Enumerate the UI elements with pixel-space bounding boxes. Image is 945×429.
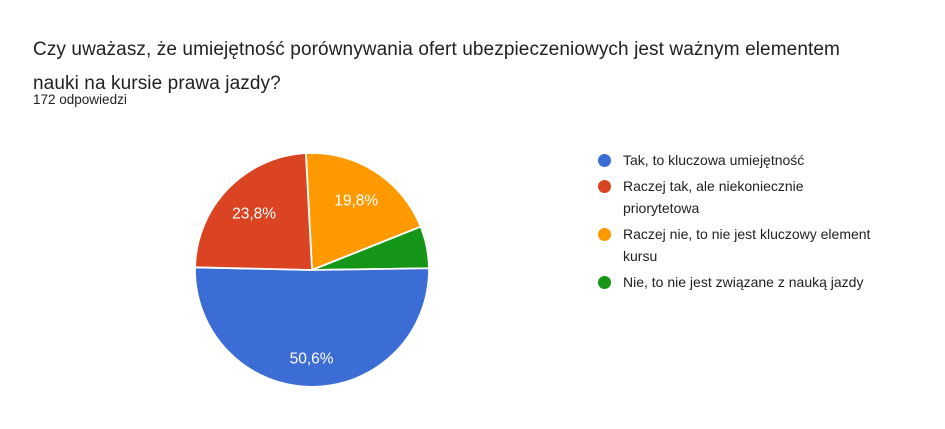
legend-label-line: kursu xyxy=(623,248,658,264)
legend-color-dot xyxy=(598,227,611,241)
legend-label: Nie, to nie jest związane z nauką jazdy xyxy=(623,271,863,293)
pie-slice-label: 23,8% xyxy=(232,205,276,222)
question-title-line-1: Czy uważasz, że umiejętność porównywania… xyxy=(33,39,840,60)
legend-color-dot xyxy=(598,275,611,289)
responses-count: 172 odpowiedzi xyxy=(33,92,127,107)
legend-color-dot xyxy=(598,179,611,193)
legend-color-dot xyxy=(598,153,611,167)
legend-label-line: Nie, to nie jest związane z nauką jazdy xyxy=(623,274,864,290)
pie-slice-3[interactable] xyxy=(194,266,430,388)
legend-label: Raczej nie, to nie jest kluczowy element… xyxy=(623,223,870,267)
legend-label-line: priorytetowa xyxy=(623,200,700,216)
legend-label: Raczej tak, ale niekoniecznie priorytetow… xyxy=(623,175,804,219)
pie-slice-1[interactable] xyxy=(304,152,422,271)
question-title-line-2: nauki na kursie prawa jazdy? xyxy=(33,73,281,94)
legend-item-2: Raczej tak, ale niekoniecznie priorytetow… xyxy=(598,175,938,219)
legend-label-line: Raczej nie, to nie jest kluczowy element xyxy=(623,226,871,242)
pie-slice-4[interactable] xyxy=(194,152,313,271)
chart-legend: Tak, to kluczowa umiejętność Raczej tak, … xyxy=(598,149,938,297)
legend-label-line: Raczej tak, ale niekoniecznie xyxy=(623,178,804,194)
pie-slice-label: 19,8% xyxy=(334,193,378,210)
legend-item-3: Raczej nie, to nie jest kluczowy element… xyxy=(598,223,938,267)
legend-label-line: Tak, to kluczowa umiejętność xyxy=(623,152,805,168)
question-title: Czy uważasz, że umiejętność porównywania… xyxy=(33,33,933,101)
legend-item-4: Nie, to nie jest związane z nauką jazdy xyxy=(598,271,938,293)
pie-chart: 19,8% 50,6% 23,8% xyxy=(194,152,430,388)
pie-slice-label: 50,6% xyxy=(290,350,334,367)
legend-label: Tak, to kluczowa umiejętność xyxy=(623,149,804,171)
legend-item-1: Tak, to kluczowa umiejętność xyxy=(598,149,938,171)
